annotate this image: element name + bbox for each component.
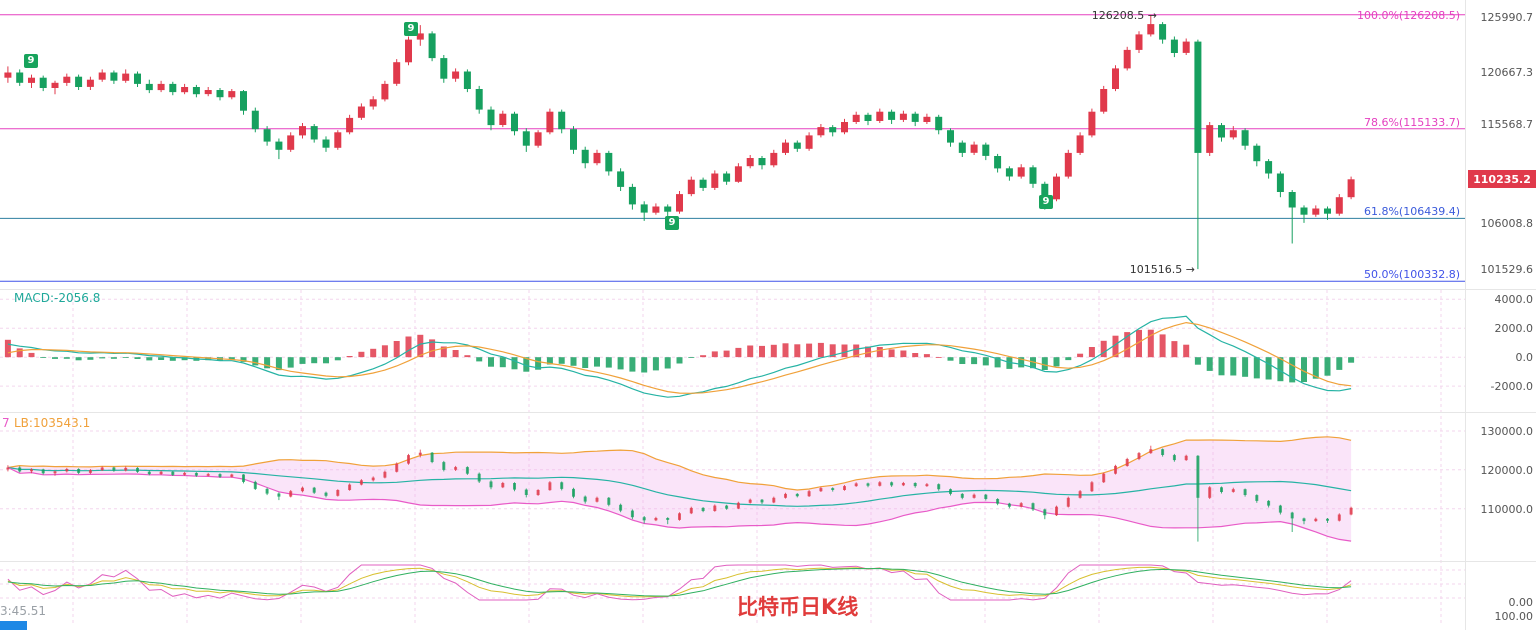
current-price-badge: 110235.2 <box>1468 170 1536 188</box>
oscillator-panel[interactable] <box>0 562 1465 630</box>
boll-panel[interactable] <box>0 413 1465 560</box>
boll-label-fragment: 7 <box>2 416 10 430</box>
oscillator-axis-hundred: 100.00 <box>1494 610 1534 623</box>
oscillator-axis-zero: 0.00 <box>1508 596 1534 609</box>
timestamp-fragment: 3:45.51 <box>0 604 47 618</box>
macd-value-label: MACD:-2056.8 <box>14 291 101 305</box>
boll-lower-band-label: LB:103543.1 <box>14 416 91 430</box>
macd-panel[interactable] <box>0 290 1465 412</box>
chart-title: 比特币日K线 <box>737 595 859 619</box>
bottom-left-blue-bar <box>0 621 27 630</box>
price-panel[interactable] <box>0 0 1465 288</box>
